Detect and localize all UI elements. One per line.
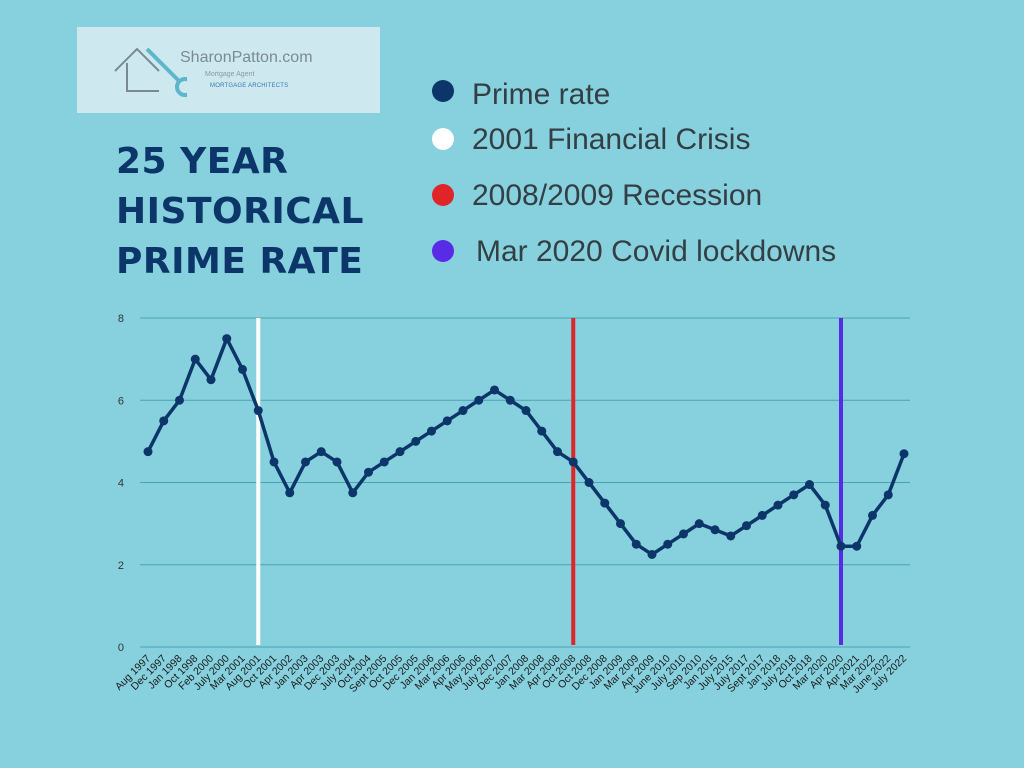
data-point — [190, 354, 200, 364]
logo-text: SharonPatton.com — [180, 49, 313, 66]
data-point — [301, 457, 310, 467]
y-tick-label: 2 — [118, 560, 124, 572]
legend-label: 2008/2009 Recession — [472, 179, 763, 212]
legend-label: Prime rate — [472, 78, 611, 111]
legend-dot — [432, 240, 454, 262]
data-point — [694, 519, 704, 529]
data-point — [899, 449, 909, 459]
data-point — [285, 488, 295, 498]
data-point — [395, 447, 405, 457]
legend-dot — [432, 128, 454, 150]
logo-subtitle: Mortgage Agent — [205, 71, 255, 78]
house-key-icon — [114, 47, 187, 97]
data-point — [584, 478, 594, 487]
logo: SharonPatton.com Mortgage Agent MORTGAGE… — [77, 27, 380, 113]
y-tick-label: 0 — [118, 642, 124, 654]
title-line: PRIME RATE — [116, 241, 364, 282]
data-point — [868, 510, 877, 520]
data-point — [159, 416, 169, 426]
data-point — [789, 490, 799, 500]
legend-dot — [432, 184, 454, 206]
data-point — [773, 500, 783, 510]
data-point — [663, 539, 673, 549]
data-point — [490, 385, 499, 395]
data-point — [757, 510, 767, 520]
title-line: HISTORICAL — [116, 191, 364, 232]
data-point — [836, 541, 846, 551]
data-point — [537, 426, 547, 436]
legend-label: Mar 2020 Covid lockdowns — [476, 235, 837, 268]
data-point — [679, 529, 688, 539]
data-point — [206, 375, 216, 385]
data-point — [805, 480, 814, 490]
data-point — [269, 457, 279, 467]
data-point — [568, 457, 578, 467]
data-point — [521, 406, 531, 416]
data-point — [553, 447, 562, 457]
legend-dot — [432, 80, 454, 102]
series-line — [146, 336, 906, 557]
data-point — [600, 498, 610, 508]
chart-title: 25 YEAR HISTORICAL PRIME RATE — [116, 137, 416, 287]
data-point — [631, 539, 641, 549]
title-line: 25 YEAR — [116, 141, 289, 182]
data-point — [348, 488, 358, 498]
y-tick-label: 6 — [118, 395, 124, 407]
data-point — [710, 525, 720, 535]
data-point — [253, 406, 263, 416]
data-point — [411, 436, 421, 446]
y-tick-label: 4 — [118, 478, 124, 490]
data-point — [883, 490, 893, 500]
data-point — [175, 395, 184, 405]
data-point — [505, 395, 515, 405]
data-point — [427, 426, 436, 436]
data-point — [332, 457, 342, 467]
data-point — [616, 519, 625, 529]
data-point — [379, 457, 389, 467]
data-point — [726, 531, 736, 541]
data-point — [316, 447, 326, 457]
data-point — [852, 541, 862, 551]
logo-brand: MORTGAGE ARCHITECTS — [210, 83, 289, 89]
data-point — [238, 364, 247, 374]
data-point — [442, 416, 452, 426]
data-point — [143, 447, 153, 457]
data-point — [647, 549, 657, 559]
data-point — [820, 500, 830, 510]
data-point — [474, 395, 484, 405]
data-point — [222, 334, 232, 344]
y-tick-label: 8 — [118, 313, 124, 325]
data-point — [458, 406, 468, 416]
legend-label: 2001 Financial Crisis — [472, 123, 751, 156]
data-point — [742, 521, 751, 531]
data-point — [364, 467, 373, 477]
